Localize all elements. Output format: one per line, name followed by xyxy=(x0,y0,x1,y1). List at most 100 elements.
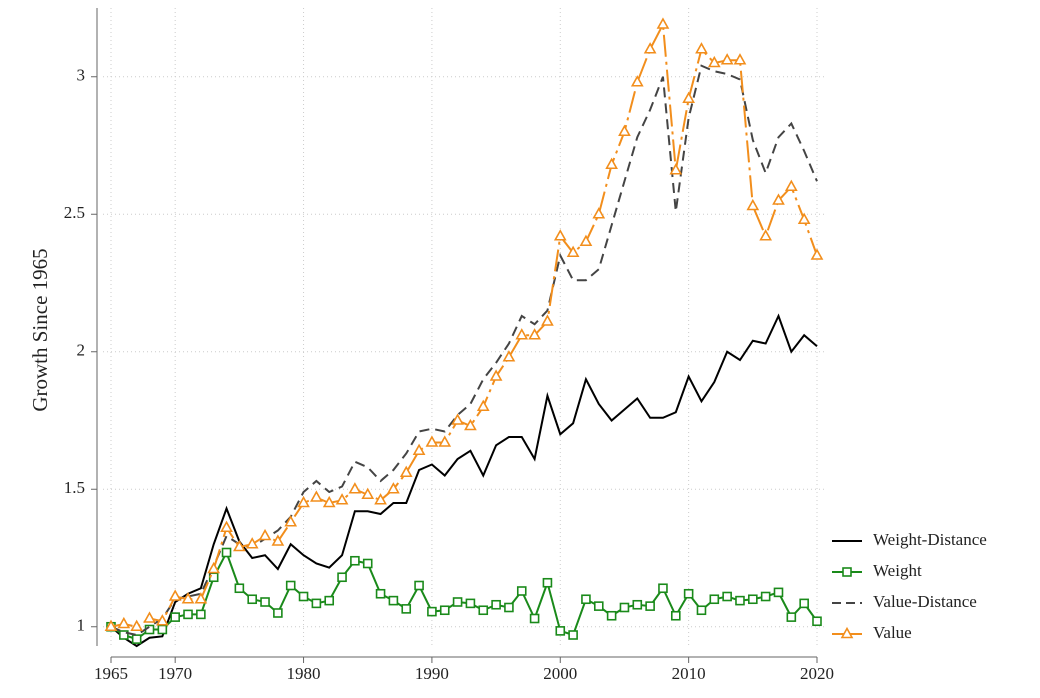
marker xyxy=(842,567,852,577)
marker xyxy=(451,413,464,425)
marker xyxy=(119,630,129,640)
y-axis-label: Growth Since 1965 xyxy=(28,248,52,411)
y-tick-label: 3 xyxy=(77,66,86,85)
marker xyxy=(772,193,785,205)
marker xyxy=(310,490,323,502)
marker xyxy=(412,443,426,456)
marker xyxy=(840,626,854,639)
marker xyxy=(285,580,296,591)
marker xyxy=(643,42,657,54)
marker xyxy=(337,572,347,583)
y-tick-label: 1 xyxy=(77,616,86,635)
legend-label: Weight xyxy=(873,561,922,580)
marker xyxy=(414,580,424,591)
marker xyxy=(618,124,631,137)
marker xyxy=(131,634,142,644)
marker xyxy=(207,561,221,574)
marker xyxy=(298,591,309,602)
marker xyxy=(515,328,529,340)
legend-item: Value xyxy=(832,623,912,642)
marker xyxy=(387,482,400,494)
marker xyxy=(245,537,259,549)
x-tick-label: 2020 xyxy=(800,664,834,683)
marker xyxy=(645,601,655,611)
marker xyxy=(516,586,527,596)
legend-label: Value xyxy=(873,623,912,642)
legend-item: Weight xyxy=(832,561,922,580)
marker xyxy=(374,493,387,505)
marker xyxy=(181,592,195,604)
marker xyxy=(568,630,578,640)
legend-label: Weight-Distance xyxy=(873,530,987,549)
marker xyxy=(656,17,670,29)
marker xyxy=(592,207,606,219)
marker xyxy=(348,482,362,494)
marker xyxy=(324,595,335,606)
marker xyxy=(401,604,412,614)
marker xyxy=(707,55,721,68)
marker xyxy=(528,328,541,340)
marker xyxy=(722,591,732,602)
y-tick-label: 2 xyxy=(77,341,86,360)
marker xyxy=(464,418,477,431)
marker xyxy=(362,558,373,569)
marker xyxy=(682,91,695,104)
marker xyxy=(670,610,681,621)
marker xyxy=(799,598,809,609)
marker xyxy=(555,626,566,636)
marker xyxy=(104,619,118,632)
marker xyxy=(720,53,734,65)
marker xyxy=(669,163,683,175)
marker xyxy=(271,534,285,546)
marker xyxy=(541,314,554,326)
marker xyxy=(284,515,298,527)
x-tick-label: 2000 xyxy=(543,664,577,683)
marker xyxy=(361,487,375,500)
marker xyxy=(452,597,463,607)
marker xyxy=(350,555,360,566)
marker xyxy=(553,229,567,241)
marker xyxy=(233,539,246,552)
marker xyxy=(619,602,630,613)
marker xyxy=(696,605,707,616)
marker xyxy=(220,520,233,533)
marker xyxy=(683,588,694,599)
marker xyxy=(130,619,144,632)
marker xyxy=(695,42,708,54)
marker xyxy=(606,610,617,621)
marker xyxy=(735,595,745,606)
marker xyxy=(311,598,322,609)
x-tick-label: 1965 xyxy=(94,664,128,683)
marker xyxy=(335,493,349,505)
marker xyxy=(143,611,156,623)
marker xyxy=(297,495,310,508)
marker xyxy=(439,605,450,616)
marker xyxy=(529,613,540,624)
marker xyxy=(566,245,580,258)
marker xyxy=(247,594,257,605)
legend-item: Value-Distance xyxy=(832,592,977,611)
marker xyxy=(168,589,182,601)
marker xyxy=(258,528,272,541)
marker xyxy=(183,609,193,620)
marker xyxy=(773,587,784,598)
marker xyxy=(810,248,824,260)
marker xyxy=(733,53,747,65)
marker xyxy=(478,605,489,616)
x-tick-label: 1970 xyxy=(158,664,192,683)
marker xyxy=(194,592,208,604)
marker xyxy=(579,234,593,247)
marker xyxy=(425,435,439,447)
marker xyxy=(786,612,797,622)
marker xyxy=(117,616,131,629)
marker xyxy=(748,594,758,605)
marker xyxy=(234,583,245,594)
marker xyxy=(388,595,399,606)
marker xyxy=(759,229,773,241)
marker xyxy=(399,465,413,478)
marker xyxy=(581,594,591,605)
marker xyxy=(760,591,771,602)
marker xyxy=(221,547,232,558)
marker xyxy=(491,599,501,610)
